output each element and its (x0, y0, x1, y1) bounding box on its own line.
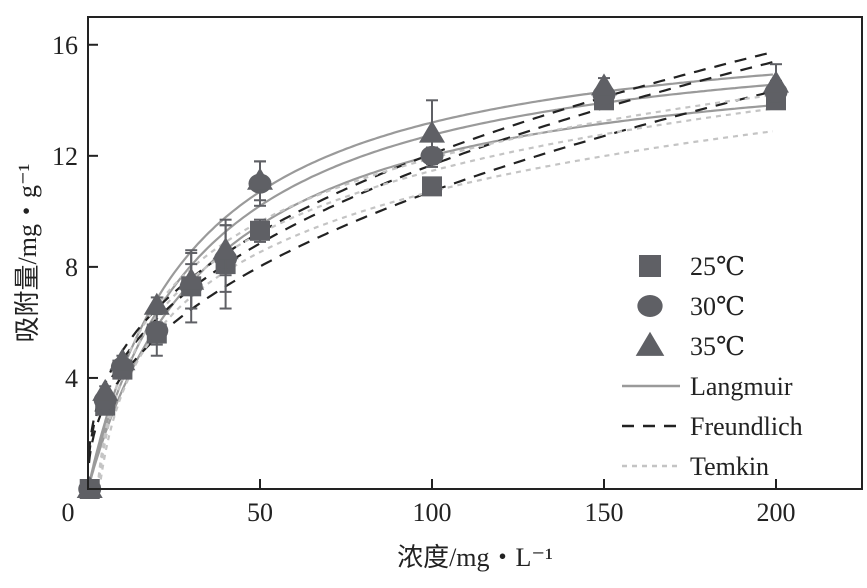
data-point-triangle (143, 292, 170, 315)
square-legend-icon (639, 255, 661, 277)
fit-curve-temkin (89, 107, 774, 491)
fit-curve-temkin (89, 94, 774, 491)
fit-curve-temkin (89, 130, 774, 491)
data-point-triangle (178, 267, 205, 290)
plot-frame (87, 16, 863, 490)
legend-label: 30℃ (690, 292, 745, 321)
x-axis-ticks: 0 50 100 150 200 (62, 479, 796, 527)
x-tick-label: 0 (62, 498, 75, 527)
data-point-triangle (419, 120, 445, 143)
data-point-triangle (763, 70, 789, 93)
legend-label: 25℃ (690, 252, 745, 281)
y-tick-label: 4 (65, 364, 78, 393)
y-tick-label: 12 (52, 142, 78, 171)
y-axis-ticks: 4 8 12 16 (52, 31, 98, 393)
fit-curve-freundlich (87, 61, 774, 458)
data-point-triangle (92, 378, 119, 401)
data-point-triangle (76, 476, 103, 498)
legend-label: Langmuir (690, 372, 793, 401)
y-axis-label: 吸附量/mg・g⁻¹ (13, 164, 42, 343)
data-point-triangle (591, 73, 617, 96)
data-point-triangle (212, 237, 239, 260)
y-tick-label: 8 (65, 253, 78, 282)
data-point-square (422, 176, 442, 197)
legend-label: 35℃ (690, 332, 745, 361)
x-tick-label: 50 (247, 498, 273, 527)
fit-curve-freundlich (87, 51, 774, 454)
x-axis-label: 浓度/mg・L⁻¹ (397, 543, 553, 572)
triangle-legend-icon (635, 331, 665, 356)
legend-label: Temkin (690, 452, 769, 481)
data-points (76, 63, 789, 499)
x-tick-label: 100 (413, 498, 452, 527)
y-tick-label: 16 (52, 31, 78, 60)
data-point-triangle (109, 348, 136, 371)
legend-label: Freundlich (690, 412, 803, 441)
data-point-square (250, 220, 270, 241)
x-tick-label: 200 (757, 498, 796, 527)
legend: 25℃ 30℃ 35℃ Langmuir Freundlich Temkin (622, 252, 803, 481)
data-point-circle (145, 320, 169, 341)
x-tick-label: 150 (585, 498, 624, 527)
circle-legend-icon (637, 295, 663, 317)
data-point-triangle (247, 167, 273, 190)
